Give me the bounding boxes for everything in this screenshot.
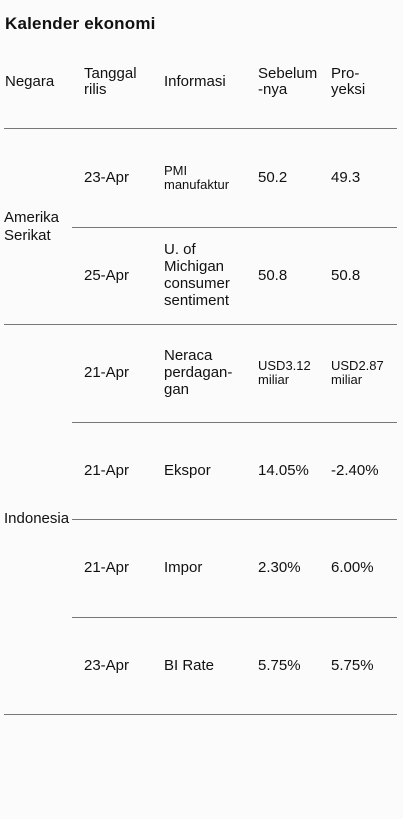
cell-prev-line: 5.75%	[258, 656, 301, 674]
country-label-line: Indonesia	[4, 510, 70, 527]
cell-info: BI Rate	[164, 657, 214, 674]
cell-info-line: PMI	[164, 162, 188, 178]
cell-info-line: perdagan-	[164, 364, 233, 382]
cell-proj-line: 49.3	[331, 169, 361, 187]
country-label: Amerika Serikat	[4, 209, 59, 245]
header-tanggal-line-2: rilis	[84, 81, 107, 98]
cell-proj: 49.3	[331, 169, 360, 186]
header-negara: Negara	[5, 73, 55, 90]
cell-date: 21-Apr	[84, 559, 130, 577]
cell-info: Ekspor	[164, 462, 211, 479]
header-proyeksi: Pro- yeksi	[331, 66, 365, 98]
cell-info-line: U. of	[164, 241, 196, 259]
cell-info-line: Neraca	[164, 347, 213, 365]
cell-info: U. of Michigan consumer sentiment	[164, 241, 230, 309]
cell-proj-line: USD2.87	[331, 357, 384, 373]
cell-proj-line: miliar	[331, 371, 363, 387]
country-label-line: Amerika	[4, 208, 60, 226]
cell-prev: 14.05%	[258, 462, 309, 479]
cell-info-line: sentiment	[164, 292, 230, 310]
header-proyeksi-line-1: Pro-	[331, 65, 360, 82]
cell-prev: USD3.12 miliar	[258, 357, 311, 387]
cell-prev-line: 50.2	[258, 169, 288, 187]
cell-date: 23-Apr	[84, 656, 130, 674]
cell-info-line: Ekspor	[164, 461, 211, 479]
cell-prev: 50.2	[258, 169, 287, 186]
cell-prev: 5.75%	[258, 657, 301, 674]
cell-info-line: gan	[164, 381, 190, 399]
cell-date: 25-Apr	[84, 266, 130, 284]
cell-info-line: consumer	[164, 275, 230, 293]
cell-proj-line: 50.8	[331, 266, 361, 284]
group-divider	[4, 324, 397, 325]
header-tanggal-rilis: Tanggal rilis	[84, 66, 137, 98]
group-divider	[4, 714, 397, 715]
header-informasi: Informasi	[164, 73, 226, 90]
cell-prev: 50.8	[258, 267, 287, 284]
cell-date: 23-Apr	[84, 169, 130, 187]
cell-proj: 6.00%	[331, 559, 374, 576]
cell-prev-line: 2.30%	[258, 559, 301, 577]
cell-date: 21-Apr	[84, 364, 130, 382]
cell-proj-line: -2.40%	[331, 461, 379, 479]
header-sebelumnya-line-2: -nya	[258, 81, 288, 98]
country-label: Indonesia	[4, 510, 69, 528]
cell-info-line: BI Rate	[164, 656, 215, 674]
row-divider	[72, 617, 397, 618]
cell-date: 21-Apr	[84, 461, 130, 479]
cell-prev: 2.30%	[258, 559, 301, 576]
row-divider	[72, 227, 397, 228]
cell-info-line: Michigan	[164, 258, 225, 276]
cell-prev-line: USD3.12	[258, 357, 311, 373]
cell-proj-line: 6.00%	[331, 559, 374, 577]
cell-info: Neraca perdagan-gan	[164, 347, 232, 398]
row-divider	[72, 422, 397, 423]
cell-info: Impor	[164, 559, 202, 576]
cell-info: PMI manufaktur	[164, 162, 230, 192]
cell-proj: 5.75%	[331, 657, 374, 674]
cell-proj: 50.8	[331, 267, 360, 284]
header-sebelumnya: Sebelum -nya	[258, 66, 317, 98]
row-divider	[72, 519, 397, 520]
cell-proj: USD2.87 miliar	[331, 357, 384, 387]
header-divider	[4, 128, 397, 129]
cell-info-line: Impor	[164, 559, 203, 577]
cell-proj: -2.40%	[331, 462, 379, 479]
cell-info-line: manufaktur	[164, 176, 230, 192]
page-title: Kalender ekonomi	[5, 14, 156, 33]
country-label-line: Serikat	[4, 226, 51, 244]
cell-prev-line: 50.8	[258, 266, 288, 284]
cell-proj-line: 5.75%	[331, 656, 374, 674]
header-sebelumnya-line-1: Sebelum	[258, 65, 318, 82]
cell-prev-line: miliar	[258, 371, 290, 387]
header-tanggal-line-1: Tanggal	[84, 65, 137, 82]
header-proyeksi-line-2: yeksi	[331, 81, 366, 98]
cell-prev-line: 14.05%	[258, 461, 309, 479]
